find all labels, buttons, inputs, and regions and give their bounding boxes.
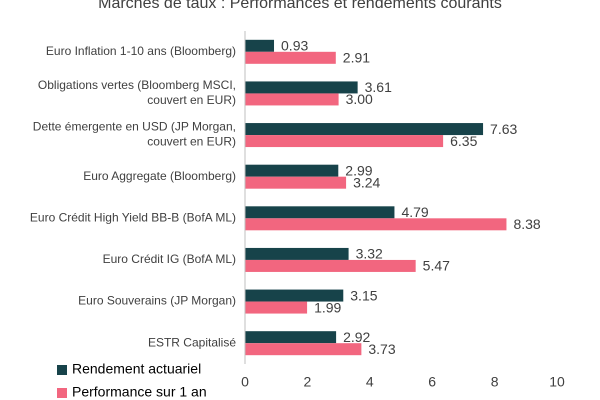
bar bbox=[245, 39, 275, 52]
y-tick-label: Dette émergente en USD (JP Morgan, couver… bbox=[33, 120, 236, 149]
bar bbox=[245, 176, 347, 189]
chart-title: Marchés de taux : Performances et rendem… bbox=[98, 0, 502, 12]
y-tick-label: Euro Aggregate (Bloomberg) bbox=[83, 169, 236, 183]
value-label: 4.79 bbox=[401, 204, 428, 220]
value-label: 3.00 bbox=[346, 91, 373, 107]
bar bbox=[245, 81, 358, 94]
bar bbox=[245, 301, 308, 314]
value-label: 2.92 bbox=[343, 329, 370, 345]
y-tick-label: Euro Crédit IG (BofA ML) bbox=[103, 252, 236, 266]
value-label: 3.61 bbox=[365, 79, 392, 95]
bar bbox=[245, 206, 395, 219]
value-label: 7.63 bbox=[490, 121, 517, 137]
bar bbox=[245, 331, 337, 344]
y-tick-label: Euro Souverains (JP Morgan) bbox=[78, 294, 236, 308]
bar bbox=[245, 93, 339, 106]
value-label: 3.24 bbox=[353, 174, 380, 190]
legend-swatch bbox=[57, 388, 67, 398]
x-tick-label: 8 bbox=[491, 374, 499, 390]
legend-label: Rendement actuariel bbox=[72, 361, 201, 377]
bar bbox=[245, 259, 416, 272]
y-tick-label: ESTR Capitalisé bbox=[148, 335, 236, 349]
legend-swatch bbox=[57, 365, 67, 375]
x-tick-label: 0 bbox=[241, 374, 249, 390]
value-label: 0.93 bbox=[281, 38, 308, 54]
value-label: 2.91 bbox=[343, 50, 370, 66]
y-tick-label: Euro Inflation 1-10 ans (Bloomberg) bbox=[46, 44, 236, 58]
bar bbox=[245, 289, 344, 302]
value-label: 2.99 bbox=[345, 162, 372, 178]
value-label: 3.15 bbox=[350, 287, 377, 303]
y-tick-label: Euro Crédit High Yield BB-B (BofA ML) bbox=[30, 210, 236, 224]
value-label: 8.38 bbox=[513, 216, 540, 232]
x-tick-label: 6 bbox=[428, 374, 436, 390]
legend-label: Performance sur 1 an bbox=[72, 384, 207, 400]
bar bbox=[245, 51, 336, 64]
value-label: 3.32 bbox=[356, 246, 383, 262]
value-label: 1.99 bbox=[314, 299, 341, 315]
bar bbox=[245, 135, 444, 148]
value-label: 3.73 bbox=[368, 341, 395, 357]
y-tick-label: Obligations vertes (Bloomberg MSCI, couve… bbox=[38, 78, 236, 107]
bar bbox=[245, 164, 339, 177]
value-label: 6.35 bbox=[450, 133, 477, 149]
x-tick-label: 2 bbox=[304, 374, 312, 390]
bar bbox=[245, 343, 362, 356]
x-tick-label: 4 bbox=[366, 374, 374, 390]
bar bbox=[245, 123, 484, 136]
bar bbox=[245, 218, 507, 231]
value-label: 5.47 bbox=[423, 258, 450, 274]
bar bbox=[245, 247, 349, 260]
x-tick-label: 10 bbox=[549, 374, 565, 390]
